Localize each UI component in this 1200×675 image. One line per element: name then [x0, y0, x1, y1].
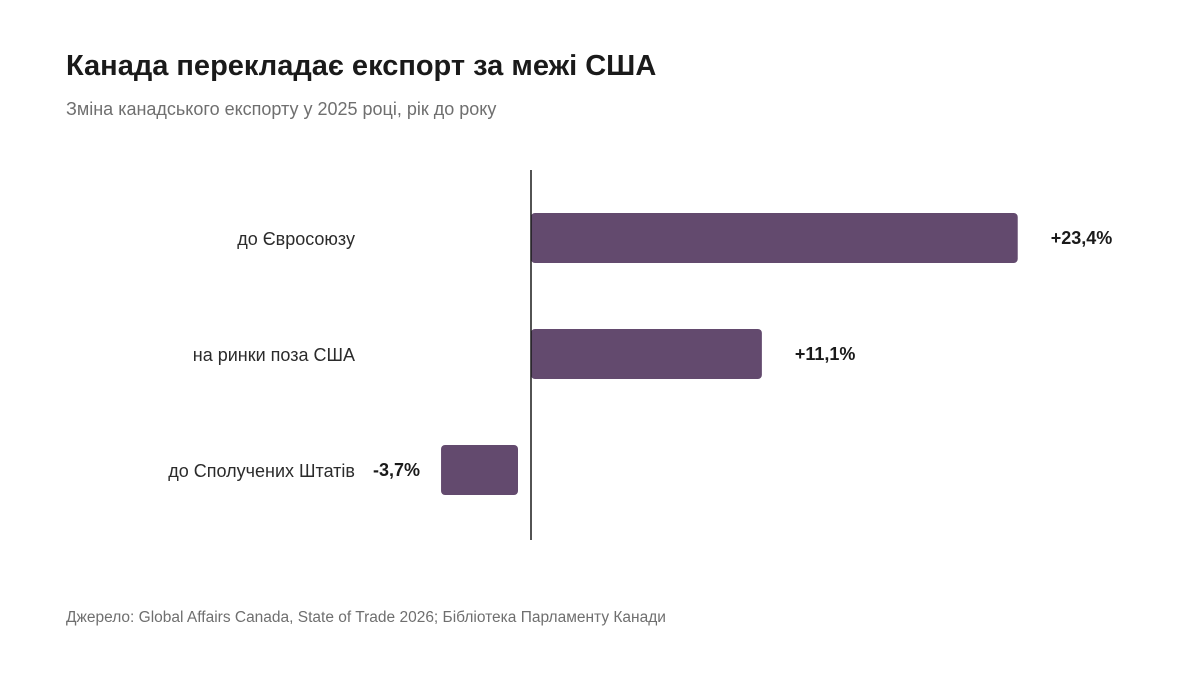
- chart-title: Канада перекладає експорт за межі США: [66, 50, 657, 82]
- chart-subtitle: Зміна канадського експорту у 2025 році, …: [66, 99, 497, 119]
- category-label-3: до Сполучених Штатів: [168, 461, 355, 481]
- value-label-1: +23,4%: [1051, 228, 1113, 248]
- bar-1: [531, 213, 1018, 263]
- bar-2: [531, 329, 762, 379]
- value-label-3: -3,7%: [373, 460, 420, 480]
- category-label-1: до Євросоюзу: [237, 229, 355, 249]
- category-label-2: на ринки поза США: [193, 345, 355, 365]
- bar-3: [441, 445, 518, 495]
- value-label-2: +11,1%: [795, 344, 856, 364]
- source-note: Джерело: Global Affairs Canada, State of…: [66, 609, 666, 626]
